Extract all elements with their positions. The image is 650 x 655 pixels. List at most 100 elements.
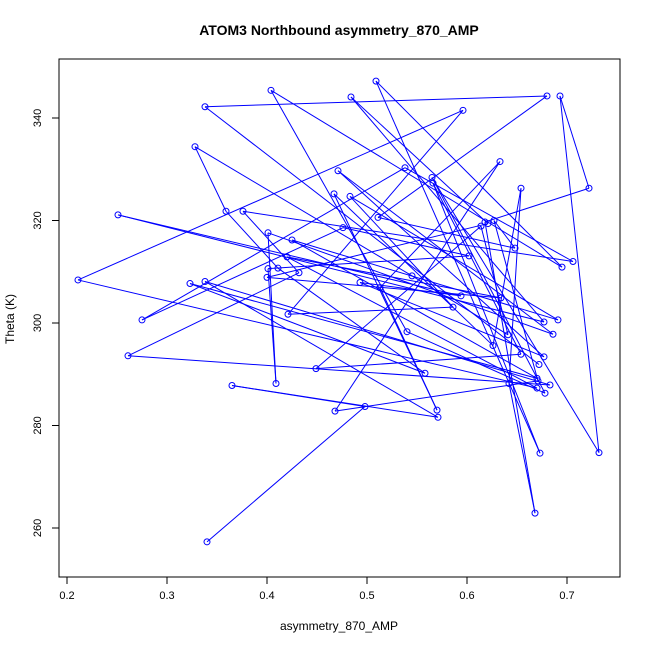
series-segment [379,161,501,288]
y-axis-label: Theta (K) [3,294,17,344]
series-segment [315,225,482,369]
data-point [201,277,209,285]
x-tick-label: 0.2 [59,590,74,602]
series-segment [266,276,502,299]
data-point [536,449,544,457]
data-point [284,310,292,318]
y-tick-label: 280 [32,416,44,434]
data-point [274,264,282,272]
data-point [533,384,541,392]
data-point [374,213,382,221]
series-segment [315,353,522,370]
series-segment [242,210,574,262]
data-point [531,509,539,517]
series-segment [231,385,439,418]
chart-title: ATOM3 Northbound asymmetry_870_AMP [199,22,479,38]
data-point [372,77,380,85]
data-point [283,253,291,261]
series-segment [141,167,406,321]
data-point [191,143,199,151]
data-point [312,365,320,373]
data-point [428,173,436,181]
data-point [356,279,364,287]
series-segment [127,355,551,386]
data-point [401,164,409,172]
data-point [186,280,194,288]
data-point [263,273,271,281]
series-segment [508,188,522,384]
series-segment [493,220,539,382]
series-segment [334,161,501,412]
series-segment [287,306,454,315]
series-segment [508,383,536,514]
series-segment [349,196,454,308]
data-point [457,292,465,300]
data-point [74,276,82,284]
data-point [295,269,303,277]
data-point [477,222,485,230]
data-point [490,217,498,224]
series-segment [432,182,541,454]
y-axis: 260 280 300 320 340 [32,109,60,537]
x-tick-label: 0.7 [559,590,574,602]
data-point [222,207,230,215]
series-segment [277,267,426,374]
data-point [558,263,566,271]
data-point [361,403,369,411]
series-segment [194,146,227,212]
data-point [330,190,338,198]
data-point [556,92,564,100]
series-segment [286,256,502,299]
data-point [201,103,209,111]
series-segment [189,283,426,374]
data-point [124,352,132,360]
series-segment [377,216,516,249]
series-segment [493,220,516,249]
data-point [585,184,593,192]
data-point [569,258,577,265]
series-segment [206,406,366,543]
y-tick-label: 260 [32,519,44,537]
series-segment [334,380,539,412]
series-segment [484,187,590,223]
data-point [334,167,342,175]
data-point [114,211,122,219]
data-point [541,389,549,397]
data-point [264,229,272,237]
series-segment [270,89,563,268]
x-axis: 0.2 0.3 0.4 0.5 0.6 0.7 [59,576,575,602]
series-points [74,77,603,546]
data-point [549,330,557,338]
series-segment [286,256,538,389]
series-segment [242,210,300,274]
data-point [421,369,429,377]
series-segment [342,227,470,257]
data-point [489,342,497,350]
data-point [459,106,467,114]
data-point [517,184,525,192]
series-segment [337,170,554,335]
data-point [546,381,554,389]
data-point [481,218,489,226]
series-segment [375,80,541,454]
x-axis-label: asymmetry_870_AMP [280,619,398,633]
data-point [267,86,275,94]
data-point [517,350,525,358]
series-segment [194,146,413,277]
series-segment [559,95,600,453]
data-point [288,236,296,244]
data-point [346,192,354,200]
data-point [376,284,384,292]
data-point [511,244,519,252]
series-segment [375,80,563,268]
data-point [138,316,146,324]
series-segment [77,109,464,281]
series-segment [204,281,551,386]
y-tick-label: 300 [32,314,44,332]
series-segment [411,275,509,336]
series-segment [117,214,545,323]
series-segment [270,90,408,332]
